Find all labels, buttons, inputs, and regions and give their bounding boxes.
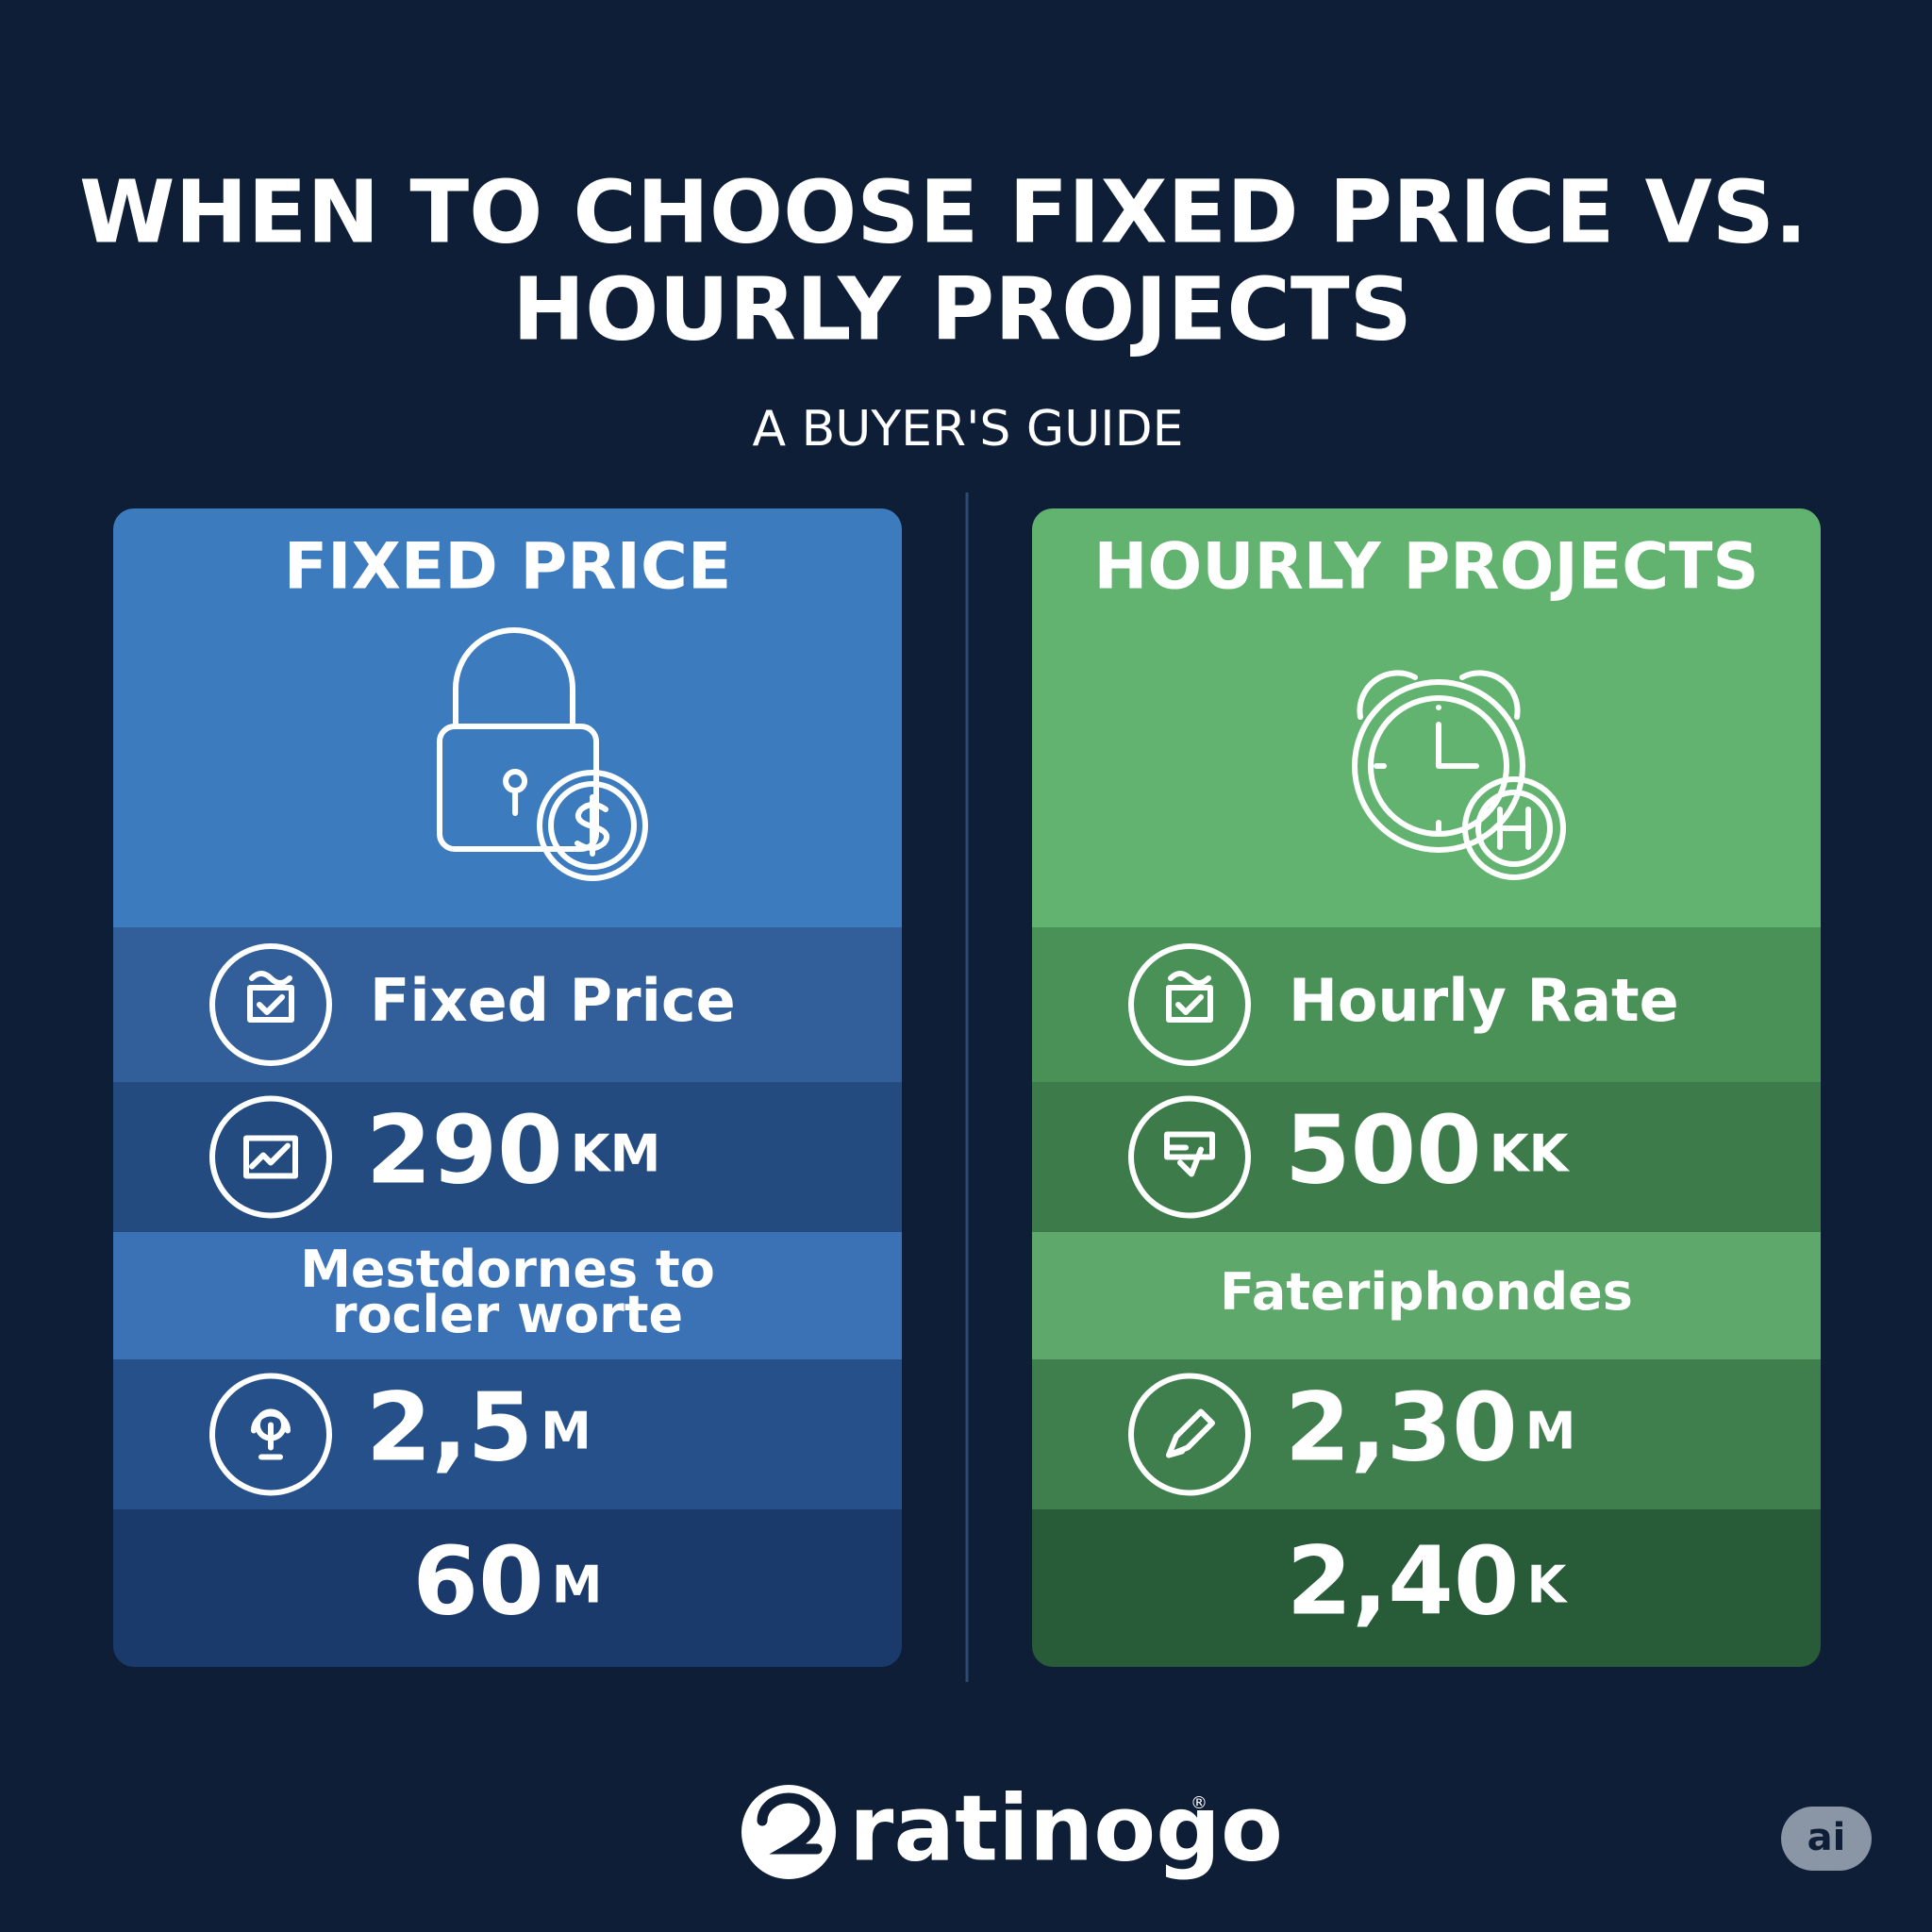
card-header-bg bbox=[1032, 508, 1821, 927]
figure-value: 290 bbox=[366, 1095, 563, 1206]
dollar bbox=[575, 794, 609, 857]
coin-inner bbox=[548, 781, 637, 870]
footer-logo: ratinogo ® bbox=[741, 1775, 1283, 1881]
keyhole bbox=[503, 769, 528, 816]
figure-unit: M bbox=[541, 1401, 591, 1460]
figure-value: 2,40 bbox=[1287, 1526, 1520, 1637]
row-figure: 2,30 M bbox=[1285, 1373, 1575, 1483]
row-icon-glyph bbox=[243, 1135, 298, 1179]
row-icon bbox=[1128, 1095, 1251, 1219]
row-note: rocler worte bbox=[332, 1285, 683, 1344]
row-label: Fixed Price bbox=[370, 966, 736, 1035]
coin bbox=[537, 770, 648, 881]
hour-glyph bbox=[1497, 807, 1531, 850]
row-bg bbox=[1032, 1232, 1821, 1359]
logo-glyph bbox=[757, 1792, 823, 1855]
card-title: HOURLY PROJECTS bbox=[1094, 530, 1759, 605]
figure-unit: KM bbox=[571, 1124, 661, 1183]
row-figure: 290 KM bbox=[366, 1095, 660, 1206]
row-bg bbox=[113, 1232, 902, 1359]
title-line: WHEN TO CHOOSE FIXED PRICE VS. bbox=[79, 161, 1807, 262]
row-figure: 60 M bbox=[413, 1526, 603, 1637]
title-line: HOURLY PROJECTS bbox=[512, 258, 1412, 359]
row-icon-glyph bbox=[1164, 1131, 1215, 1177]
row-figure: 2,5 M bbox=[366, 1373, 591, 1483]
hour-badge-inner bbox=[1475, 790, 1553, 867]
card-header-bg bbox=[113, 508, 902, 927]
row-icon-glyph bbox=[247, 971, 294, 1023]
ai-badge-label: ai bbox=[1807, 1816, 1846, 1859]
figure-value: 2,5 bbox=[366, 1373, 533, 1483]
row-bg bbox=[113, 1509, 902, 1667]
figure-value: 500 bbox=[1285, 1095, 1482, 1206]
row-icon bbox=[209, 1095, 332, 1219]
header-icon bbox=[1352, 670, 1566, 880]
card-title: FIXED PRICE bbox=[284, 530, 732, 605]
row-icon-glyph bbox=[1166, 1408, 1215, 1458]
hour-badge bbox=[1462, 776, 1566, 880]
row-icon-glyph bbox=[1166, 971, 1213, 1023]
row-figure: 2,40 K bbox=[1287, 1526, 1569, 1637]
row-icon bbox=[209, 1373, 332, 1496]
row-icon bbox=[1128, 1373, 1251, 1496]
registered-mark: ® bbox=[1191, 1793, 1208, 1813]
row-icon bbox=[209, 943, 332, 1066]
figure-value: 60 bbox=[413, 1526, 544, 1637]
card: HOURLY PROJECTS Hourly Rate 500 KK Fateripho… bbox=[1032, 508, 1821, 1667]
figure-value: 2,30 bbox=[1285, 1373, 1518, 1483]
header-icon bbox=[437, 627, 648, 881]
clock-face bbox=[1352, 679, 1525, 853]
clock-hands bbox=[1374, 705, 1479, 833]
row-icon bbox=[1128, 943, 1251, 1066]
lock-shackle bbox=[453, 627, 575, 729]
brand-name: ratinogo bbox=[849, 1775, 1283, 1881]
figure-unit: M bbox=[552, 1555, 603, 1614]
figure-unit: K bbox=[1526, 1555, 1568, 1614]
row-bg bbox=[1032, 1509, 1821, 1667]
figure-unit: M bbox=[1525, 1401, 1576, 1460]
row-icon-glyph bbox=[251, 1408, 291, 1460]
row-note: Mestdornes to bbox=[300, 1240, 715, 1299]
clock-bells bbox=[1357, 670, 1521, 720]
ai-badge bbox=[1781, 1807, 1872, 1871]
subtitle: A BUYER'S GUIDE bbox=[752, 401, 1183, 458]
row-label: Hourly Rate bbox=[1289, 966, 1679, 1035]
clock-inner bbox=[1368, 695, 1509, 837]
figure-unit: KK bbox=[1490, 1124, 1571, 1183]
row-note: Fateriphondes bbox=[1220, 1262, 1633, 1322]
card: FIXED PRICE Fixed Price 290 KM Mestdornes to… bbox=[113, 508, 902, 1667]
lock-body bbox=[437, 724, 599, 852]
row-figure: 500 KK bbox=[1285, 1095, 1571, 1206]
